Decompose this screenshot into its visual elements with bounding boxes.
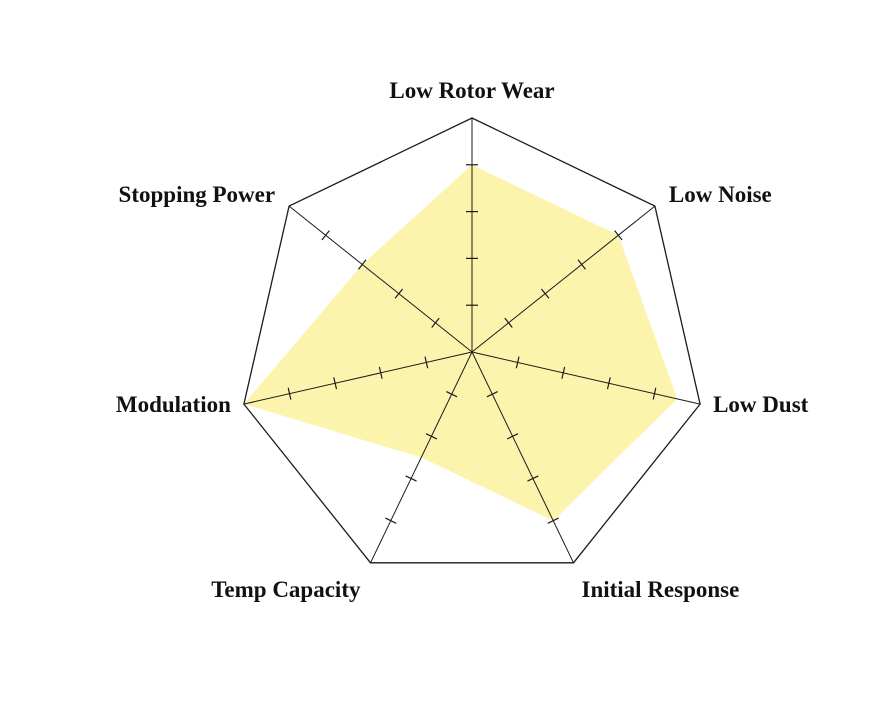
axis-label-stopping-power: Stopping Power [119,182,276,207]
axis-label-low-noise: Low Noise [669,182,772,207]
axis-tick [424,356,429,369]
axis-label-initial-response: Initial Response [582,577,740,602]
axis-line-3 [471,351,574,564]
axis-tick [378,366,383,379]
axis-tick [515,356,520,369]
axis-tick [287,387,292,400]
axis-tick [385,517,397,524]
axis-label-modulation: Modulation [116,392,231,417]
axis-tick [561,366,566,379]
axis-tick [358,259,367,270]
axis-line-6 [288,205,473,353]
axis-tick [577,259,586,270]
axis-line-5 [243,351,473,405]
axis-tick [333,377,338,390]
axis-tick [547,517,559,524]
axis-line-1 [471,205,656,353]
axis-tick [652,387,657,400]
axis-label-low-rotor-wear: Low Rotor Wear [389,78,554,103]
axis-tick [540,288,550,299]
axis-tick [425,433,438,440]
outer-boundary [243,117,701,564]
axis-tick [606,377,611,390]
axis-tick [405,475,417,482]
axis-tick [486,391,498,398]
axis-label-low-dust: Low Dust [713,392,809,417]
axis-tick [506,433,519,440]
axis-line-2 [471,351,701,405]
axis-tick [504,317,513,328]
axis-label-temp-capacity: Temp Capacity [211,577,361,602]
axis-tick [446,391,458,398]
axis-tick [527,475,539,482]
axis-tick [394,288,404,299]
axis-line-4 [370,351,473,564]
axis-tick [431,317,440,328]
axis-tick [614,230,623,241]
axis-tick [321,230,330,241]
